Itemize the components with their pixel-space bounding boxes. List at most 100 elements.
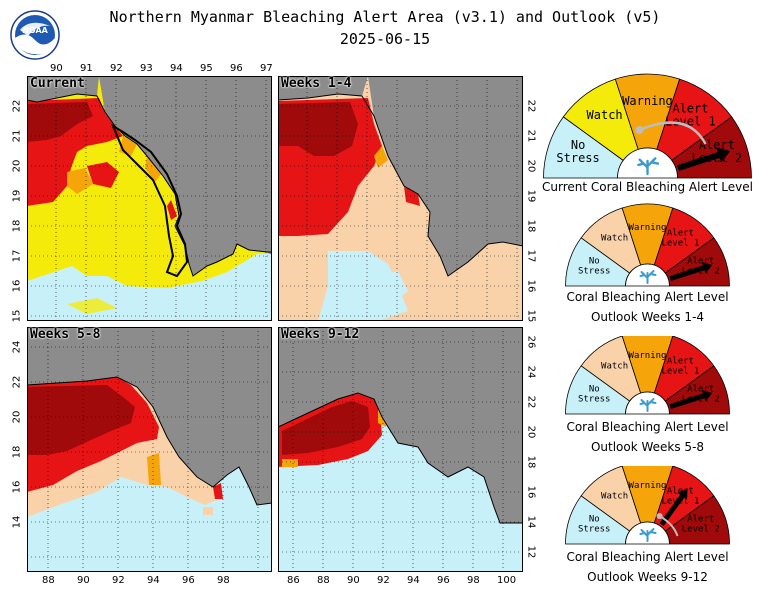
coral-icon (639, 398, 657, 412)
panel-label-weeks-1-4: Weeks 1-4 (281, 76, 352, 91)
tick-label: 15 (525, 309, 537, 323)
tick-label: 88 (42, 575, 55, 586)
tick-label: 15 (11, 309, 23, 323)
panel-label-weeks-9-12: Weeks 9-12 (281, 327, 360, 342)
tick-label: 90 (77, 575, 90, 586)
gauge-segment-label: No Stress (578, 515, 611, 535)
panel-label-current: Current (30, 76, 85, 91)
gauge-caption: Coral Bleaching Alert Level (566, 420, 729, 434)
gauge-arrow-shaft (669, 393, 705, 409)
tick-label: 20 (11, 410, 23, 424)
tick-label: 16 (11, 279, 23, 293)
tick-label: 18 (11, 445, 23, 459)
tick-label: 96 (182, 575, 195, 586)
gauge-segment-label: Watch (601, 492, 628, 502)
map-panel-weeks-5-8: Weeks 5-8 (27, 327, 272, 572)
gauge-segment-label: Warning (629, 223, 667, 233)
gauge-subcaption: Outlook Weeks 9-12 (587, 570, 708, 584)
tick-label: 94 (170, 63, 183, 74)
gauge-segment-label: No Stress (578, 385, 611, 405)
tick-label: 100 (497, 575, 517, 586)
tick-label: 21 (525, 129, 537, 143)
tick-label: 20 (525, 425, 537, 439)
tick-label: 16 (11, 480, 23, 494)
gauge-segment-label: Watch (601, 362, 628, 372)
tick-label: 20 (11, 159, 23, 173)
page-title: Northern Myanmar Bleaching Alert Area (v… (109, 8, 661, 26)
coral-icon (639, 528, 657, 542)
logo-text: NOAA (22, 26, 48, 35)
gauge-trend-arc (639, 121, 707, 145)
gauge-segment-label: Watch (587, 108, 623, 122)
tick-label: 18 (11, 219, 23, 233)
gauge-arrow-shaft (669, 265, 705, 281)
map-panel-current: Current (27, 76, 272, 321)
noaa-logo-icon: NOAA (10, 10, 60, 60)
tick-label: 16 (525, 485, 537, 499)
map-panel-weeks-1-4: Weeks 1-4 (278, 76, 523, 321)
gauge-arrow-shaft (677, 152, 720, 171)
tick-label: 14 (11, 515, 23, 529)
tick-label: 94 (407, 575, 420, 586)
coral-icon (639, 270, 657, 284)
gauge-trend-dot (635, 126, 644, 134)
gauge-caption: Coral Bleaching Alert Level (566, 550, 729, 564)
tick-label: 90 (347, 575, 360, 586)
tick-label: 19 (525, 189, 537, 203)
tick-label: 97 (260, 63, 273, 74)
tick-label: 16 (525, 279, 537, 293)
gauge-segment-label: No Stress (556, 138, 599, 165)
tick-label: 21 (11, 129, 23, 143)
tick-label: 26 (525, 335, 537, 349)
gauge-arrow-head (701, 390, 713, 402)
gauge-segment-label: No Stress (578, 257, 611, 277)
tick-label: 93 (140, 63, 153, 74)
tick-label: 90 (50, 63, 63, 74)
gauge-weeks-1-4: No Stress Watch Warning Alert Level 1 Alert Lev… (540, 202, 755, 324)
gauge-arrow-head (677, 488, 688, 500)
tick-label: 91 (80, 63, 93, 74)
gauge-subcaption: Outlook Weeks 1-4 (590, 310, 705, 324)
panel-label-weeks-5-8: Weeks 5-8 (30, 327, 101, 342)
tick-label: 92 (110, 63, 123, 74)
gauge-caption: Current Coral Bleaching Alert Level (542, 180, 753, 194)
page-date: 2025-06-15 (339, 30, 431, 48)
tick-label: 17 (11, 249, 23, 263)
tick-label: 95 (200, 63, 213, 74)
tick-label: 18 (525, 455, 537, 469)
tick-label: 98 (467, 575, 480, 586)
gauge-weeks-5-8: No Stress Watch Warning Alert Level 1 Alert Lev… (540, 336, 755, 454)
gauge-arrow-head (701, 262, 713, 274)
tick-label: 96 (437, 575, 450, 586)
tick-label: 24 (525, 365, 537, 379)
tick-label: 12 (525, 545, 537, 559)
tick-label: 88 (317, 575, 330, 586)
tick-label: 17 (525, 249, 537, 263)
tick-label: 98 (217, 575, 230, 586)
gauge-caption: Coral Bleaching Alert Level (566, 290, 729, 304)
gauge-trend-dot (656, 513, 663, 519)
tick-label: 86 (287, 575, 300, 586)
gauge-subcaption: Outlook Weeks 5-8 (590, 440, 705, 454)
gauge-segment-label: Warning (622, 94, 673, 108)
gauge-segment-label: Warning (629, 351, 667, 361)
tick-label: 22 (525, 99, 537, 113)
tick-label: 96 (230, 63, 243, 74)
tick-label: 22 (525, 395, 537, 409)
tick-label: 22 (11, 99, 23, 113)
tick-label: 20 (525, 159, 537, 173)
map-panel-weeks-9-12: Weeks 9-12 (278, 327, 523, 572)
tick-label: 24 (11, 340, 23, 354)
tick-label: 14 (525, 515, 537, 529)
tick-label: 18 (525, 219, 537, 233)
gauge-segment-label: Warning (629, 481, 667, 491)
